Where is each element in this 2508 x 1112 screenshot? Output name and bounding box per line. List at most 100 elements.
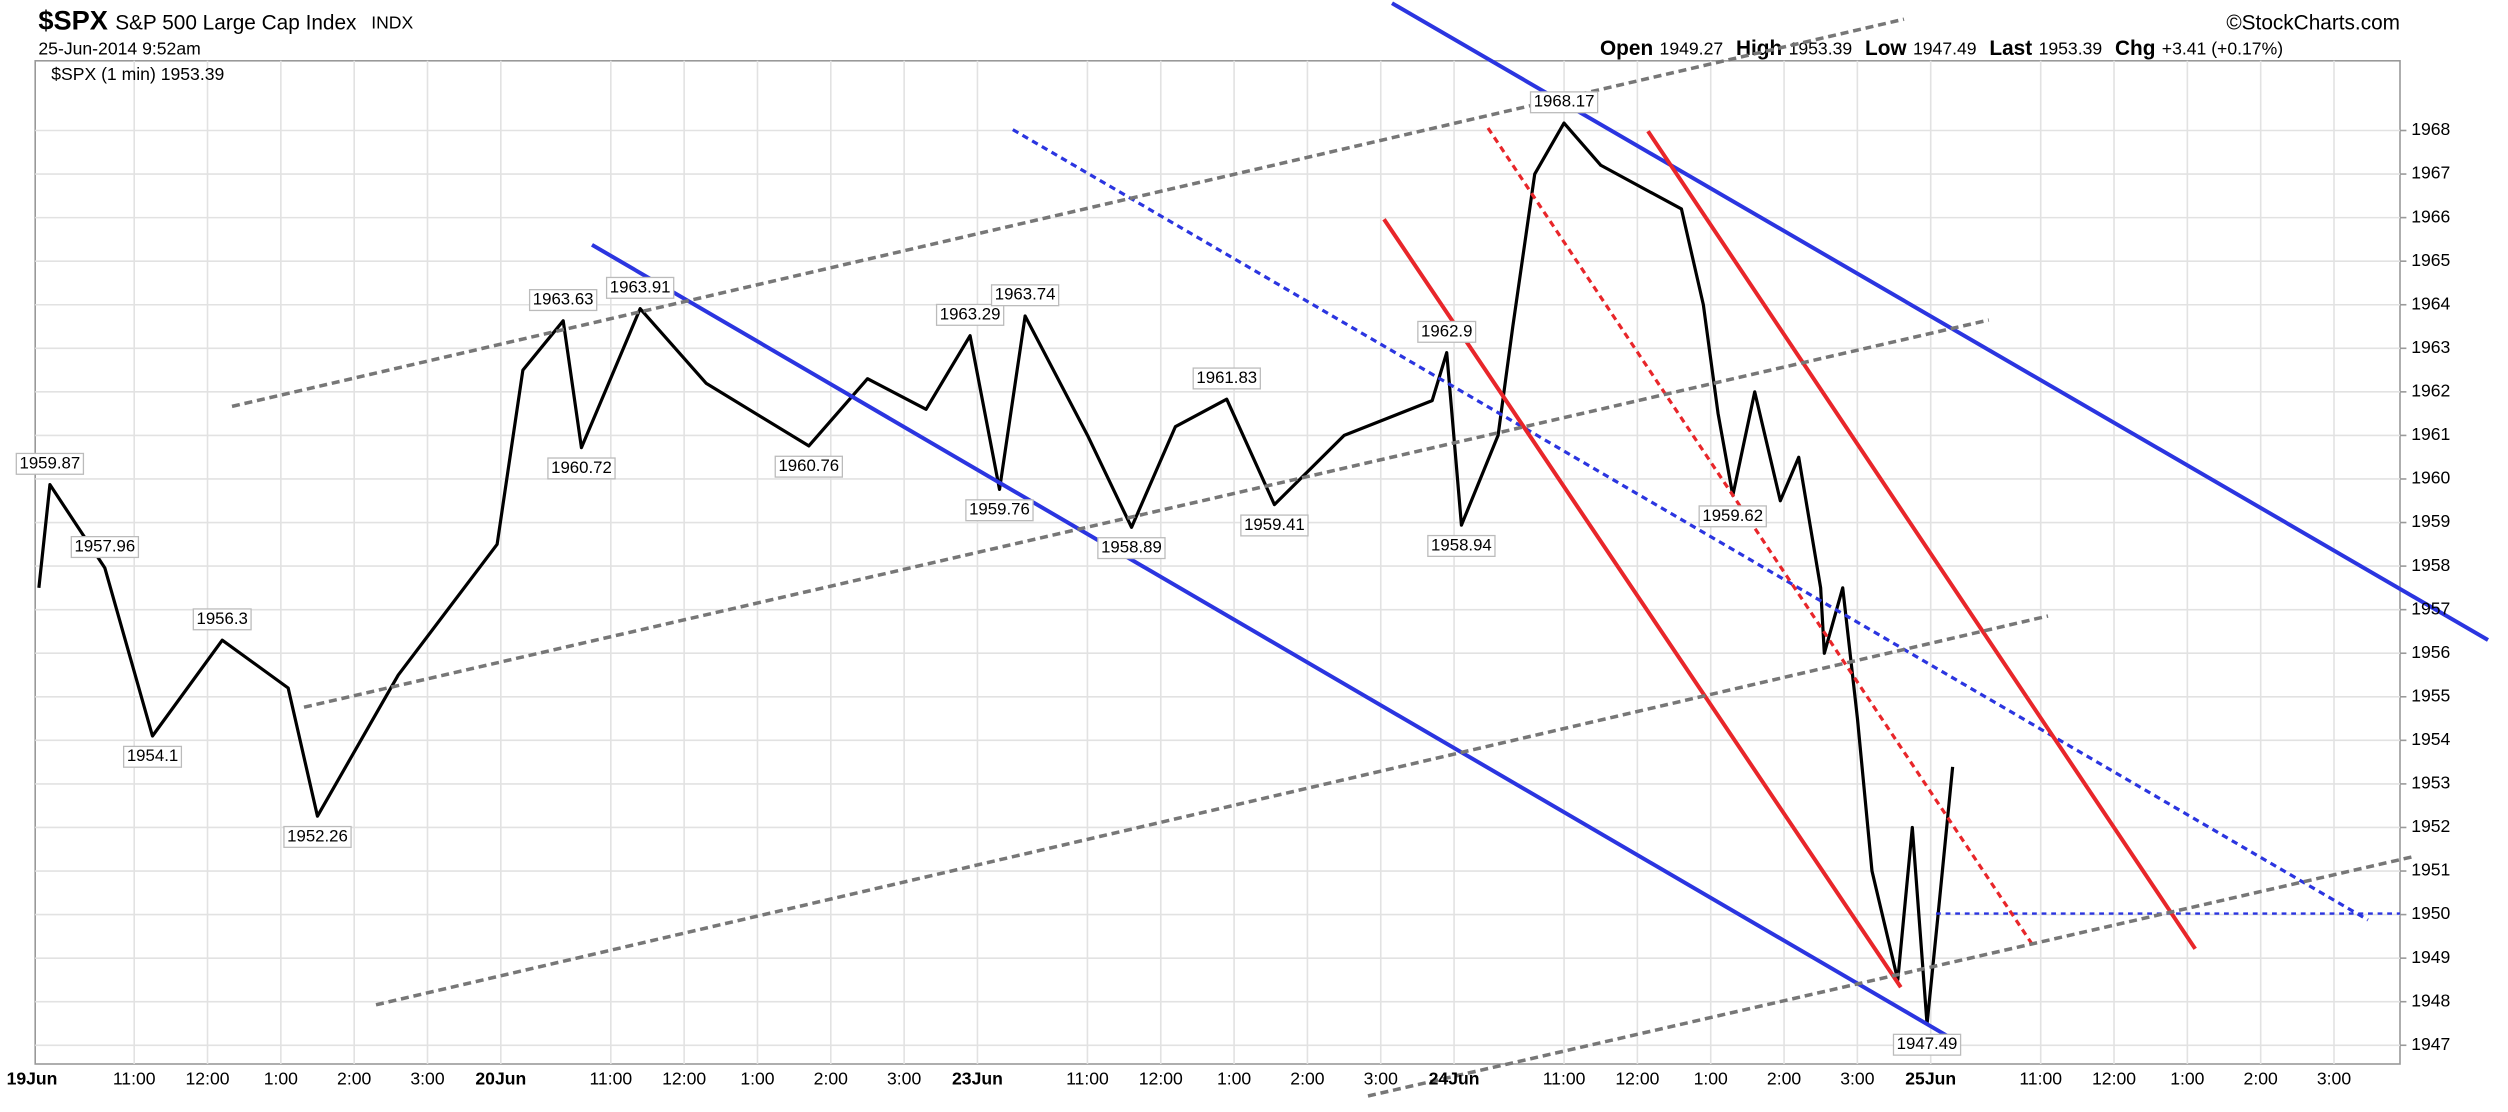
y-tick-label: 1960 (2411, 468, 2450, 488)
y-tick-label: 1962 (2411, 381, 2450, 401)
x-tick-label: 11:00 (1066, 1069, 1109, 1089)
price-label: 1958.94 (1431, 535, 1492, 554)
x-tick-label: 11:00 (113, 1069, 156, 1089)
x-tick-label: 3:00 (887, 1069, 921, 1089)
price-label-box (935, 303, 1005, 326)
trend-line (1011, 128, 2369, 922)
price-label: 1962.9 (1421, 321, 1472, 340)
price-label: 1954.1 (127, 746, 178, 765)
y-tick-label: 1947 (2411, 1034, 2450, 1054)
y-tick-label: 1967 (2411, 163, 2450, 183)
price-label-box (528, 289, 598, 312)
price-label-box (15, 452, 85, 475)
x-tick-label: 3:00 (1840, 1069, 1874, 1089)
symbol: $SPX (38, 5, 108, 36)
y-tick-label: 1948 (2411, 990, 2450, 1010)
x-tick-label: 2:00 (337, 1069, 371, 1089)
price-label-box (990, 284, 1060, 307)
trend-line (231, 17, 1905, 409)
price-label-box (965, 499, 1034, 522)
price-label: 1956.3 (196, 609, 247, 628)
series (37, 121, 1955, 1026)
x-tick-label: 11:00 (1543, 1069, 1586, 1089)
price-label-box (547, 457, 616, 480)
x-tick-label: 2:00 (814, 1069, 848, 1089)
price-label-box (192, 608, 252, 631)
price-label: 1959.87 (20, 453, 81, 472)
price-label: 1961.83 (1196, 368, 1257, 387)
price-label-box (605, 276, 675, 299)
y-tick-label: 1953 (2411, 773, 2450, 793)
exchange: INDX (371, 13, 413, 33)
date: 25-Jun-2014 9:52am (38, 38, 200, 58)
y-tick-label: 1956 (2411, 642, 2450, 662)
quote-value: 1949.27 (1660, 38, 1724, 58)
credit: ©StockCharts.com (2226, 12, 2400, 35)
price-label: 1947.49 (1897, 1034, 1958, 1053)
quote-value: 1947.49 (1913, 38, 1977, 58)
trend-line (1382, 218, 1903, 989)
x-tick-label: 12:00 (1139, 1069, 1183, 1089)
price-label: 1958.89 (1101, 538, 1162, 557)
y-tick-label: 1957 (2411, 598, 2450, 618)
quote-value: 1953.39 (1789, 38, 1853, 58)
x-tick-label: 1:00 (740, 1069, 774, 1089)
quote-label: Chg (2115, 37, 2155, 60)
price-label-box (1417, 320, 1477, 343)
price-label-box (1892, 1033, 1962, 1056)
x-tick-label: 12:00 (186, 1069, 230, 1089)
y-tick-label: 1963 (2411, 337, 2450, 357)
price-label: 1963.91 (610, 277, 671, 296)
y-tick-label: 1966 (2411, 206, 2450, 226)
y-tick-label: 1955 (2411, 685, 2450, 705)
x-tick-label: 11:00 (589, 1069, 632, 1089)
y-tick-label: 1959 (2411, 511, 2450, 531)
x-tick-label: 3:00 (410, 1069, 444, 1089)
price-label-box (774, 455, 844, 478)
quote-value: 1953.39 (2039, 38, 2103, 58)
y-tick-label: 1950 (2411, 903, 2450, 923)
price-label-box (283, 825, 352, 848)
trend-line (590, 243, 1950, 1039)
price-label: 1952.26 (287, 826, 348, 845)
price-label: 1959.41 (1244, 515, 1305, 534)
x-tick-label: 1:00 (1694, 1069, 1728, 1089)
price-label: 1957.96 (75, 536, 136, 555)
price-label-box (122, 745, 183, 768)
x-tick-label: 23Jun (952, 1069, 1003, 1089)
chart-title: S&P 500 Large Cap Index (115, 12, 357, 35)
x-tick-label: 2:00 (2244, 1069, 2278, 1089)
price-label: 1963.29 (940, 304, 1001, 323)
price-label-box (70, 536, 140, 559)
price-label: 1960.72 (551, 458, 612, 477)
x-tick-label: 25Jun (1905, 1069, 1956, 1089)
x-tick-label: 1:00 (1217, 1069, 1251, 1089)
x-tick-label: 12:00 (1615, 1069, 1659, 1089)
x-tick-label: 19Jun (7, 1069, 58, 1089)
y-tick-label: 1949 (2411, 947, 2450, 967)
x-tick-label: 12:00 (2092, 1069, 2136, 1089)
quote-label: Last (1989, 37, 2032, 60)
y-tick-label: 1954 (2411, 729, 2450, 749)
price-label-box (1427, 534, 1496, 557)
grid (35, 60, 2407, 1064)
x-tick-label: 2:00 (1290, 1069, 1324, 1089)
y-tick-label: 1961 (2411, 424, 2450, 444)
price-label-box (1097, 537, 1166, 560)
y-tick-label: 1964 (2411, 293, 2450, 313)
price-label-box (1192, 367, 1261, 390)
labels: 1947 1948 1949 1950 1951 1952 1953 1954 1955 1956… (7, 91, 2451, 1089)
x-tick-label: 3:00 (1364, 1069, 1398, 1089)
price-label: 1960.76 (778, 456, 839, 475)
x-tick-label: 24Jun (1429, 1069, 1480, 1089)
x-tick-label: 1:00 (2170, 1069, 2204, 1089)
plot-frame (34, 59, 2401, 1065)
x-tick-label: 3:00 (2317, 1069, 2351, 1089)
y-tick-label: 1952 (2411, 816, 2450, 836)
price-label: 1959.62 (1702, 506, 1763, 525)
price-line (37, 121, 1955, 1026)
x-tick-label: 12:00 (662, 1069, 706, 1089)
legend-entry: $SPX (1 min) 1953.39 (51, 64, 224, 84)
y-tick-label: 1951 (2411, 860, 2450, 880)
x-tick-label: 11:00 (2019, 1069, 2062, 1089)
